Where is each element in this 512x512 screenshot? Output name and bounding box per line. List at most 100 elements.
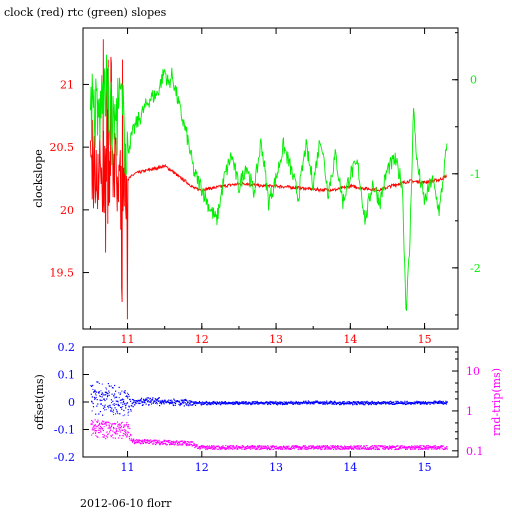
data-point <box>125 434 127 436</box>
data-point <box>441 402 443 404</box>
data-point <box>233 403 235 405</box>
data-point <box>305 400 307 402</box>
data-point <box>95 427 97 429</box>
data-point <box>372 448 375 450</box>
data-point <box>279 447 281 449</box>
data-point <box>442 400 444 402</box>
data-point <box>266 448 268 451</box>
data-point <box>364 447 367 449</box>
data-point <box>92 384 94 386</box>
data-point <box>124 430 126 432</box>
bottom-panel: 11 12 13 14 15 0.2 0.1 0 -0.1 -0.2 10 1 0.1 offset(ms… <box>33 341 503 474</box>
data-point <box>217 445 219 447</box>
data-point <box>192 404 194 406</box>
data-point <box>419 403 421 405</box>
data-point <box>92 402 94 405</box>
data-point <box>148 442 150 444</box>
data-point <box>254 448 256 450</box>
data-point <box>375 445 377 447</box>
data-point <box>164 442 166 445</box>
data-point <box>236 445 238 447</box>
data-point <box>121 408 123 410</box>
data-point <box>246 447 248 449</box>
data-point <box>353 447 355 449</box>
data-point <box>153 401 155 403</box>
x-tick-label: 14 <box>343 333 357 346</box>
data-point <box>171 401 173 403</box>
data-point <box>298 447 300 449</box>
data-point <box>358 445 360 447</box>
data-point <box>245 446 247 448</box>
data-point <box>198 401 200 404</box>
data-point <box>283 401 285 403</box>
data-point <box>381 401 383 403</box>
data-point <box>238 447 240 449</box>
data-point <box>429 403 431 405</box>
data-point <box>147 397 150 399</box>
y-right-tick-label: -1 <box>470 168 481 181</box>
data-point <box>421 402 423 405</box>
data-point <box>328 402 330 404</box>
data-point <box>190 404 192 406</box>
data-point <box>236 402 238 404</box>
data-point <box>439 446 441 448</box>
data-point <box>429 402 431 404</box>
data-point <box>272 402 274 404</box>
series-offset-points <box>90 381 448 417</box>
data-point <box>227 403 229 405</box>
data-point <box>307 447 309 449</box>
data-point <box>156 403 158 405</box>
data-point <box>175 441 177 443</box>
data-point <box>124 414 126 416</box>
data-point <box>127 427 129 429</box>
data-point <box>402 403 404 405</box>
data-point <box>181 443 183 445</box>
data-point <box>426 447 428 449</box>
data-point <box>102 414 104 416</box>
data-point <box>375 446 377 448</box>
data-point <box>375 403 377 405</box>
data-point <box>346 403 348 405</box>
data-point <box>347 446 349 448</box>
data-point <box>315 447 317 449</box>
data-point <box>443 403 445 405</box>
data-point <box>203 445 205 447</box>
data-point <box>446 401 448 403</box>
data-point <box>121 426 122 428</box>
data-point <box>357 401 359 404</box>
data-point <box>91 396 93 398</box>
data-point <box>107 433 109 435</box>
top-panel: 11 12 13 14 15 19.5 20 20.5 21 0 -1 -2 clockslope <box>32 27 481 346</box>
data-point <box>441 401 443 403</box>
data-point <box>430 446 432 448</box>
data-point <box>362 447 364 449</box>
data-point <box>349 403 351 405</box>
data-point <box>200 402 202 404</box>
data-point <box>174 443 176 445</box>
data-point <box>328 447 330 449</box>
data-point <box>333 403 335 405</box>
data-point <box>100 422 102 424</box>
data-point <box>288 447 290 449</box>
data-point <box>326 401 328 403</box>
data-point <box>422 402 424 404</box>
data-point <box>231 447 233 450</box>
data-point <box>305 446 307 448</box>
data-point <box>127 409 129 411</box>
data-point <box>247 445 249 447</box>
data-point <box>155 439 157 441</box>
data-point <box>324 448 326 450</box>
data-point <box>202 447 204 449</box>
data-point <box>208 445 210 447</box>
data-point <box>416 445 418 447</box>
data-point <box>237 402 239 404</box>
data-point <box>159 444 161 446</box>
data-point <box>283 445 285 447</box>
data-point <box>319 402 321 405</box>
data-point <box>94 391 96 393</box>
data-point <box>111 411 113 413</box>
data-point <box>388 402 390 404</box>
data-point <box>109 406 111 408</box>
data-point <box>146 397 148 399</box>
data-point <box>188 441 190 443</box>
